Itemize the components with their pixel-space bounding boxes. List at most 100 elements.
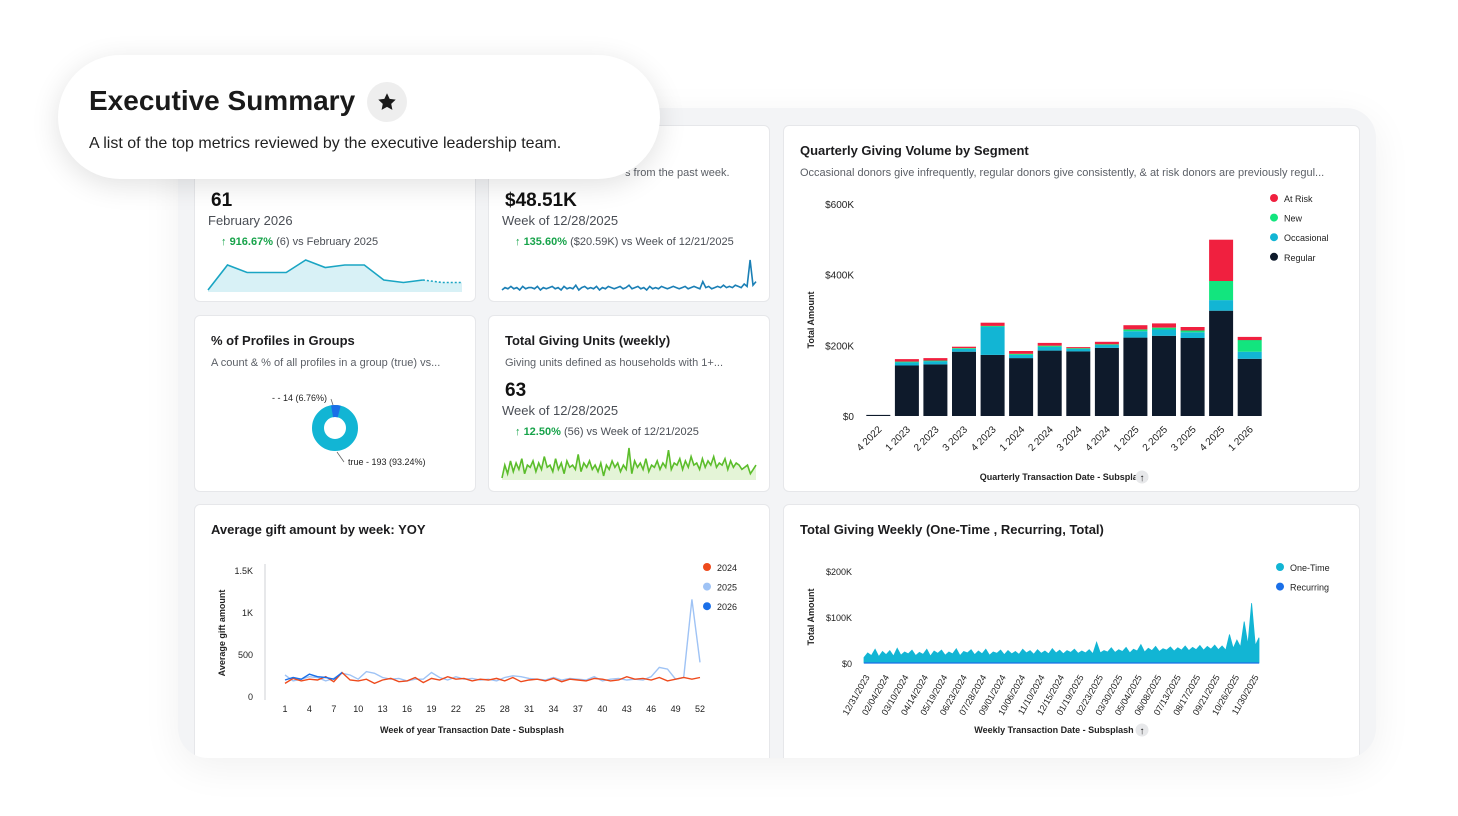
x-tick-label: 1 2024 bbox=[998, 424, 1028, 454]
bar-segment bbox=[923, 364, 948, 416]
delta-detail: ($20.59K) vs Week of 12/21/2025 bbox=[570, 236, 734, 248]
bar-segment bbox=[1009, 351, 1034, 354]
bar-segment bbox=[1180, 330, 1205, 333]
bar-segment bbox=[1066, 351, 1091, 416]
metric-value: $48.51K bbox=[505, 190, 577, 211]
bar-segment bbox=[1209, 310, 1234, 416]
legend-label: Regular bbox=[1284, 253, 1316, 263]
x-tick-label: 4 2024 bbox=[1084, 424, 1114, 454]
bar-segment bbox=[1237, 336, 1262, 341]
bar-segment bbox=[894, 361, 919, 363]
x-tick-label: 49 bbox=[671, 704, 681, 714]
bar-segment bbox=[1209, 300, 1234, 311]
bar-segment bbox=[1209, 281, 1234, 301]
legend-label: At Risk bbox=[1284, 194, 1313, 204]
legend-marker bbox=[1276, 582, 1284, 591]
sparkline-line bbox=[207, 259, 424, 291]
sparkline-line bbox=[501, 447, 757, 479]
bar-segment bbox=[1009, 353, 1034, 355]
sparkline-chart bbox=[207, 259, 462, 292]
delta-percent: 12.50% bbox=[523, 426, 561, 438]
x-tick-label: 2 2025 bbox=[1141, 424, 1171, 454]
legend-label: Recurring bbox=[1290, 583, 1329, 593]
y-tick-label: $0 bbox=[842, 659, 852, 669]
bar-segment bbox=[923, 358, 948, 361]
arrow-up-icon: ↑ bbox=[515, 236, 521, 248]
sparkline-chart bbox=[501, 259, 757, 292]
bar-segment bbox=[1066, 348, 1091, 349]
bar-segment bbox=[1009, 358, 1034, 416]
bar-segment bbox=[923, 360, 948, 362]
y-tick-label: $200K bbox=[825, 341, 854, 352]
series-line-2026 bbox=[284, 671, 343, 681]
legend-marker bbox=[1270, 252, 1278, 261]
bar-segment bbox=[1237, 351, 1262, 359]
y-tick-label: $100K bbox=[826, 613, 852, 623]
bar-segment bbox=[980, 354, 1005, 416]
metric-delta: ↑ 12.50% (56) vs Week of 12/21/2025 bbox=[515, 426, 699, 438]
sort-icon-bg bbox=[1135, 723, 1149, 737]
x-tick-label: 7 bbox=[331, 704, 336, 714]
legend-marker bbox=[1276, 563, 1284, 571]
card-title: % of Profiles in Groups bbox=[211, 333, 355, 348]
bar-segment bbox=[1152, 327, 1176, 330]
y-tick-label: $0 bbox=[843, 412, 855, 423]
sparkline-area bbox=[502, 448, 756, 480]
star-icon bbox=[378, 93, 396, 110]
giving-units-card[interactable]: Total Giving Units (weekly) Giving units… bbox=[488, 315, 770, 492]
x-tick-label: 1 2023 bbox=[884, 424, 914, 454]
legend-marker bbox=[1270, 213, 1278, 222]
y-tick-label: $600K bbox=[825, 200, 854, 211]
sparkline-projection bbox=[422, 279, 462, 284]
bar-segment bbox=[1209, 239, 1234, 281]
dashboard-board: 61 February 2026 ↑ 916.67% (6) vs Februa… bbox=[178, 108, 1376, 758]
donut-label-small: - - 14 (6.76%) bbox=[272, 393, 327, 403]
sparkline-chart bbox=[501, 447, 757, 480]
metric-period: Week of 12/28/2025 bbox=[502, 403, 619, 418]
x-tick-label: 2 2023 bbox=[912, 424, 942, 454]
metric-period: February 2026 bbox=[208, 213, 293, 228]
delta-percent: 916.67% bbox=[229, 236, 273, 248]
x-axis-title: Week of year Transaction Date - Subsplas… bbox=[380, 725, 564, 735]
bar-segment bbox=[980, 325, 1005, 327]
x-tick-label: 3 2024 bbox=[1055, 424, 1085, 454]
y-tick-label: $400K bbox=[825, 271, 854, 282]
x-tick-label: 52 bbox=[695, 704, 705, 714]
x-axis-title: Weekly Transaction Date - Subsplash bbox=[974, 725, 1133, 735]
average-gift-card[interactable]: Average gift amount by week: YOY 0 500 1K 1… bbox=[194, 504, 770, 758]
sort-icon: ↑ bbox=[1135, 723, 1149, 737]
bar-segment bbox=[1180, 337, 1205, 416]
legend-label: New bbox=[1284, 214, 1303, 224]
legend-marker bbox=[1270, 233, 1278, 242]
legend-marker bbox=[1270, 194, 1278, 202]
weekly-giving-card[interactable]: Total Giving Weekly (One-Time , Recurrin… bbox=[783, 504, 1360, 758]
profiles-groups-card[interactable]: % of Profiles in Groups A count & % of a… bbox=[194, 315, 476, 492]
y-axis-title: Total Amount bbox=[806, 292, 816, 349]
sort-icon-bg bbox=[1135, 470, 1149, 484]
bar-segment bbox=[1094, 345, 1119, 348]
x-tick-label: 28 bbox=[500, 704, 510, 714]
quarterly-giving-card[interactable]: Quarterly Giving Volume by Segment Occas… bbox=[783, 125, 1360, 492]
bar-segment bbox=[1152, 323, 1176, 328]
series-line-2024 bbox=[284, 671, 701, 685]
metric-delta: ↑ 916.67% (6) vs February 2025 bbox=[221, 236, 378, 248]
x-tick-label: 25 bbox=[475, 704, 485, 714]
arrow-up-icon: ↑ bbox=[515, 426, 521, 438]
x-tick-label: 4 bbox=[307, 704, 312, 714]
bar-segment bbox=[952, 346, 976, 349]
x-tick-label: 1 bbox=[282, 704, 287, 714]
x-tick-label: 37 bbox=[573, 704, 583, 714]
y-tick-label: $200K bbox=[826, 567, 852, 577]
bar-segment bbox=[952, 348, 976, 349]
donut-chart: - - 14 (6.76%) true - 193 (93.24%) bbox=[272, 393, 426, 467]
sort-arrow-icon: ↑ bbox=[1140, 473, 1145, 484]
bar-segment bbox=[1123, 329, 1148, 332]
card-title: Total Giving Weekly (One-Time , Recurrin… bbox=[800, 522, 1104, 537]
card-description: Giving units defined as households with … bbox=[505, 357, 723, 369]
bar-segment bbox=[1123, 331, 1148, 338]
bar-segment bbox=[894, 365, 919, 416]
x-tick-label: 31 bbox=[524, 704, 534, 714]
bar-segment bbox=[952, 351, 976, 416]
favorite-button[interactable] bbox=[367, 82, 407, 122]
delta-percent: 135.60% bbox=[523, 236, 567, 248]
